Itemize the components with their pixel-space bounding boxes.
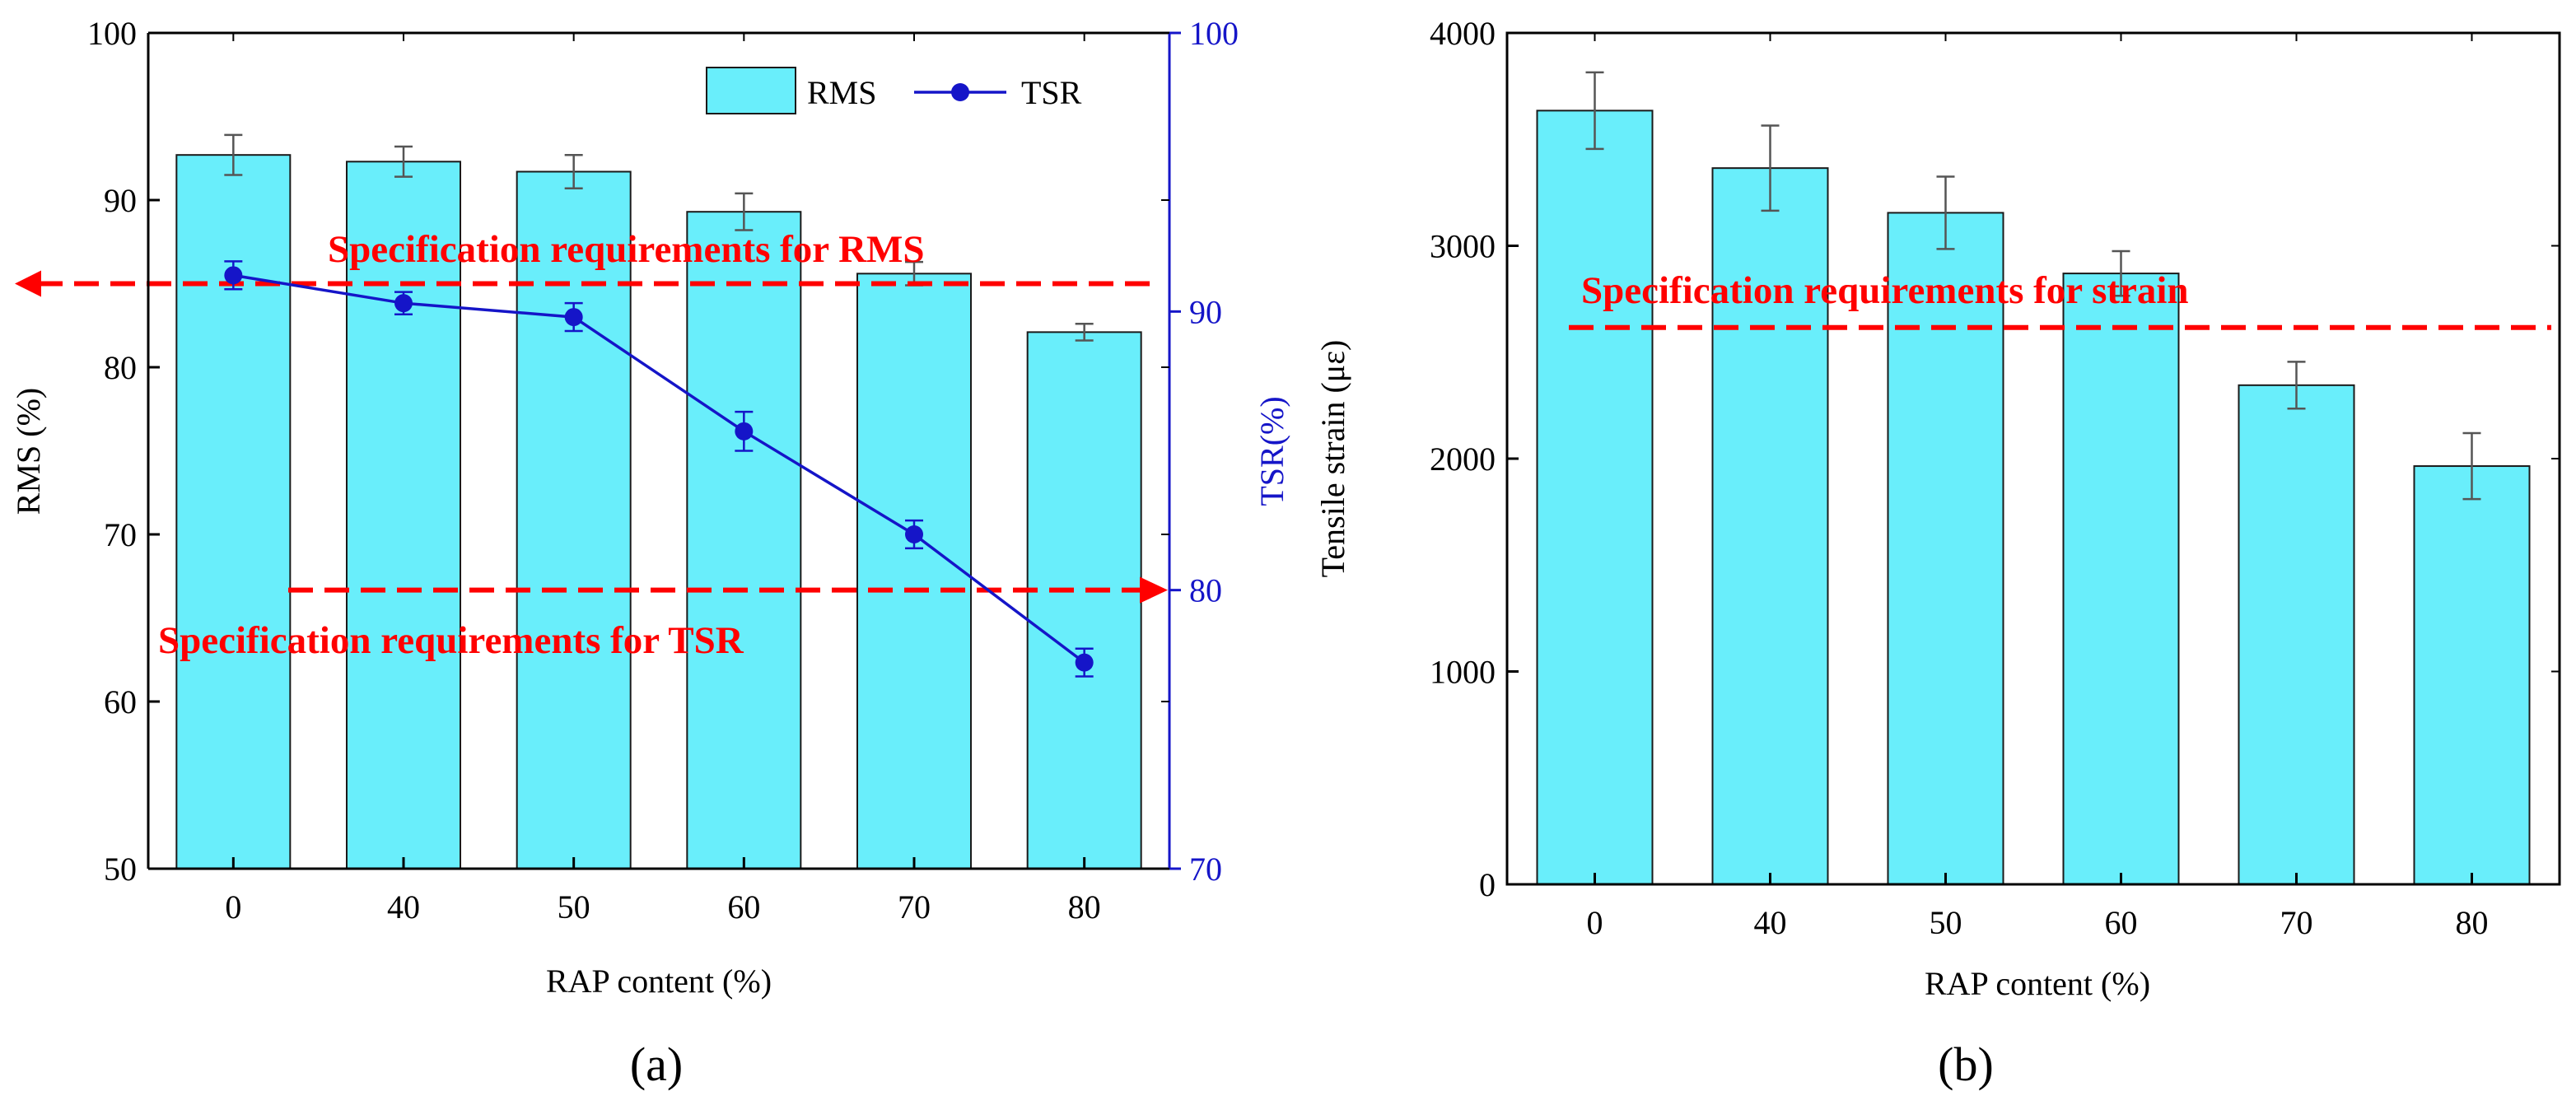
x-tick-label: 0	[225, 888, 241, 925]
strain-bar	[2238, 384, 2355, 885]
strain-bar	[2062, 273, 2180, 886]
right-y-axis-title: TSR(%)	[1253, 396, 1290, 506]
strain-y-tick-label: 3000	[1430, 228, 1496, 265]
strain-bar	[1536, 110, 1654, 886]
tsr-point	[564, 308, 583, 327]
strain-bar	[1711, 167, 1829, 885]
strain-spec-label: Specification requirements for strain	[1581, 269, 2189, 312]
legend-tsr-marker	[951, 83, 969, 101]
left-y-tick-label: 90	[104, 182, 137, 219]
strain-y-tick-label: 4000	[1430, 15, 1496, 52]
tsr-point	[1075, 653, 1094, 672]
tsr-point	[735, 422, 754, 441]
left-y-tick-label: 100	[87, 15, 137, 52]
rms-bars	[175, 154, 1142, 870]
left-y-ticks: 50 60 70 80 90 100	[87, 15, 1169, 888]
x-tick-label: 50	[558, 888, 590, 925]
left-y-tick-label: 70	[104, 516, 137, 553]
rms-spec-label: Specification requirements for RMS	[328, 228, 925, 271]
right-y-tick-label: 70	[1189, 851, 1222, 888]
chart-panel-a: Specification requirements for RMS Speci…	[10, 15, 1290, 1091]
legend-rms-label: RMS	[807, 74, 877, 111]
tsr-spec-arrow-icon	[1140, 576, 1168, 604]
strain-x-ticks: 0 40 50 60 70 80	[1587, 33, 2489, 941]
panel-b-label: (b)	[1938, 1037, 1994, 1091]
left-y-tick-label: 80	[104, 349, 137, 386]
legend-tsr-label: TSR	[1021, 74, 1082, 111]
legend-rms-swatch	[706, 67, 796, 114]
tsr-spec-label: Specification requirements for TSR	[158, 619, 744, 662]
tsr-point	[394, 294, 413, 313]
legend: RMS TSR	[706, 67, 1082, 114]
tsr-points	[224, 266, 1094, 672]
rms-bar	[856, 273, 972, 870]
strain-y-tick-label: 0	[1479, 866, 1496, 903]
strain-x-tick-label: 80	[2456, 904, 2489, 941]
strain-y-axis-title: Tensile strain (με)	[1314, 340, 1351, 578]
x-tick-label: 80	[1068, 888, 1101, 925]
strain-x-tick-label: 40	[1754, 904, 1787, 941]
x-axis-title: RAP content (%)	[546, 963, 772, 1000]
x-tick-label: 40	[387, 888, 420, 925]
strain-y-tick-label: 1000	[1430, 654, 1496, 691]
strain-x-tick-label: 70	[2280, 904, 2313, 941]
strain-y-ticks: 0 1000 2000 3000 4000	[1430, 15, 2560, 903]
spec-annotations: Specification requirements for RMS Speci…	[15, 228, 1168, 662]
right-y-ticks: 70 80 90 100	[1169, 15, 1239, 888]
strain-x-tick-label: 50	[1930, 904, 1962, 941]
x-tick-label: 70	[898, 888, 931, 925]
rms-spec-arrow-icon	[15, 270, 41, 297]
strain-bar	[1887, 212, 2004, 885]
x-tick-label: 60	[727, 888, 760, 925]
tsr-point	[905, 525, 923, 543]
tsr-point	[224, 266, 243, 285]
right-y-tick-label: 80	[1189, 572, 1222, 609]
left-y-tick-label: 60	[104, 683, 137, 720]
left-y-axis-title: RMS (%)	[10, 388, 47, 515]
strain-y-tick-label: 2000	[1430, 441, 1496, 478]
strain-x-axis-title: RAP content (%)	[1925, 965, 2150, 1002]
right-y-tick-label: 90	[1189, 293, 1222, 330]
right-y-tick-label: 100	[1189, 15, 1239, 52]
strain-bars	[1536, 110, 2531, 886]
panel-b-frame	[1505, 31, 2561, 886]
left-y-tick-label: 50	[104, 851, 137, 888]
tsr-series	[233, 273, 1085, 664]
tsr-line	[233, 273, 1085, 664]
x-ticks: 0 40 50 60 70 80	[225, 33, 1101, 925]
panel-a-label: (a)	[630, 1037, 683, 1091]
strain-error-bars	[1585, 71, 2481, 501]
rms-bar	[686, 211, 802, 870]
rms-bar	[346, 161, 461, 870]
strain-x-tick-label: 0	[1587, 904, 1603, 941]
rms-bar	[1026, 331, 1142, 870]
strain-bar	[2413, 465, 2531, 885]
strain-x-tick-label: 60	[2105, 904, 2138, 941]
rms-bar	[516, 170, 632, 870]
chart-panel-b: Specification requirements for strain 0 1…	[1314, 15, 2561, 1091]
